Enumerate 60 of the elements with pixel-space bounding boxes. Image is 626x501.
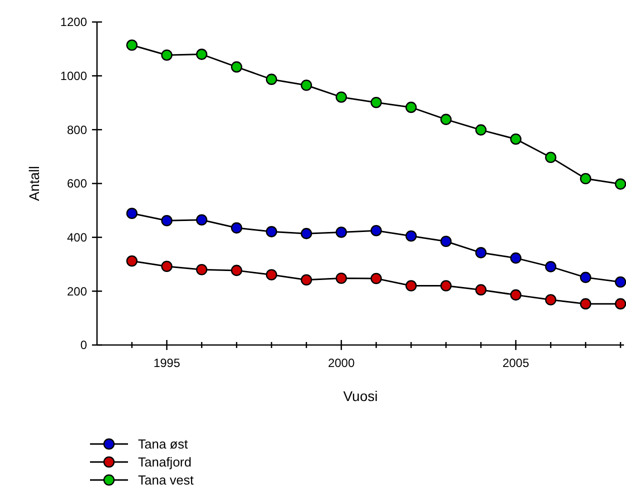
point <box>370 272 382 284</box>
point <box>370 224 382 236</box>
point <box>510 289 522 301</box>
point <box>126 40 138 51</box>
legend-label: Tanafjord <box>138 454 192 470</box>
point <box>405 230 417 242</box>
point <box>336 226 347 238</box>
point <box>475 124 487 136</box>
point <box>300 274 312 286</box>
point <box>230 264 242 276</box>
point <box>126 208 138 220</box>
point <box>266 74 278 85</box>
y-axis-title: Antall <box>26 166 42 202</box>
x-tick-label: 1995 <box>153 356 180 370</box>
point <box>196 48 208 60</box>
point <box>614 298 626 310</box>
point <box>580 272 592 284</box>
point <box>440 236 452 248</box>
y-tick-label: 1000 <box>60 69 88 84</box>
point <box>161 214 172 226</box>
point <box>510 252 522 264</box>
point <box>405 102 417 113</box>
point <box>266 269 278 280</box>
point <box>161 49 172 61</box>
point <box>161 260 172 272</box>
point <box>614 178 626 190</box>
point <box>475 247 487 258</box>
x-axis-title: Vuosi <box>343 388 378 404</box>
point <box>475 284 487 296</box>
legend-label: Tana vest <box>138 472 194 488</box>
point <box>336 272 347 284</box>
point <box>614 276 626 288</box>
y-tick-label: 600 <box>66 176 88 191</box>
point <box>440 114 452 126</box>
point <box>196 264 208 276</box>
point <box>300 228 312 240</box>
y-tick-label: 0 <box>80 338 88 352</box>
y-tick-label: 200 <box>66 284 88 298</box>
point <box>545 152 556 164</box>
point <box>230 61 242 73</box>
y-tick-label: 400 <box>66 230 88 245</box>
point <box>440 280 452 292</box>
point <box>230 222 242 234</box>
point <box>545 294 556 306</box>
point <box>336 91 347 103</box>
point <box>510 133 522 145</box>
point <box>266 226 278 238</box>
point <box>370 96 382 108</box>
point <box>300 80 312 91</box>
x-tick-label: 2000 <box>328 356 355 370</box>
point <box>545 261 556 272</box>
point <box>126 255 138 267</box>
y-tick-label: 1200 <box>60 15 88 30</box>
point <box>405 280 417 292</box>
point <box>580 298 592 310</box>
point <box>196 214 208 226</box>
point <box>580 173 592 184</box>
x-tick-label: 2005 <box>502 356 530 370</box>
y-tick-label: 800 <box>66 122 88 137</box>
legend-label: Tana øst <box>138 436 188 452</box>
